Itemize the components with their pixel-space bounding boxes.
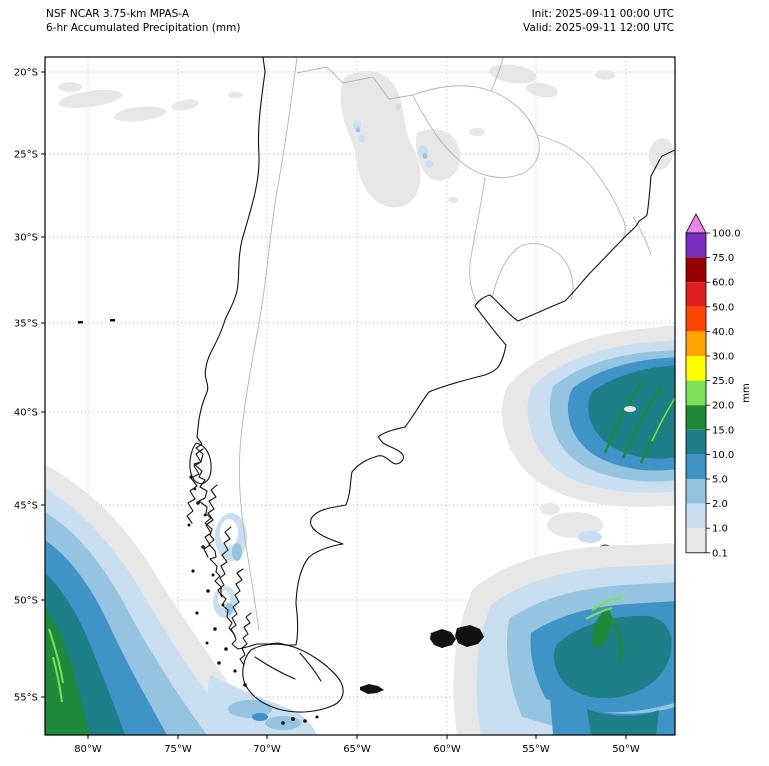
lat-tick-50s: 50°S (14, 596, 38, 607)
staten-island (360, 684, 384, 694)
coastline-main (193, 57, 675, 650)
country-borders (238, 57, 652, 632)
cb-label-2: 2.0 (712, 499, 728, 510)
product-title: 6-hr Accumulated Precipitation (mm) (46, 22, 240, 34)
precip-andes-patches (340, 70, 485, 208)
cb-label-20: 20.0 (712, 401, 734, 412)
falkland-east (455, 625, 484, 647)
small-islands (78, 319, 484, 725)
cb-label-10: 10.0 (712, 450, 734, 461)
lat-tick-25s: 25°S (14, 150, 38, 161)
coastline (78, 57, 675, 725)
chiloe-island (189, 442, 212, 485)
cb-label-15: 15.0 (712, 425, 734, 436)
cb-label-100: 100.0 (712, 229, 741, 240)
cb-label-40: 40.0 (712, 327, 734, 338)
lon-tick-75w: 75°W (164, 744, 192, 755)
cb-label-01: 0.1 (712, 548, 728, 559)
longitude-axis: 80°W 75°W 70°W 65°W 60°W 55°W 50°W (74, 735, 640, 755)
cb-label-1: 1.0 (712, 524, 728, 535)
lon-tick-50w: 50°W (612, 744, 640, 755)
latitude-axis: 20°S 25°S 30°S 35°S 40°S 45°S 50°S 55°S (14, 68, 45, 704)
lon-tick-70w: 70°W (253, 744, 281, 755)
precip-topright-patches (489, 64, 674, 170)
cb-label-60: 60.0 (712, 278, 734, 289)
lon-tick-60w: 60°W (433, 744, 461, 755)
valid-time-label: Valid: 2025-09-11 12:00 UTC (523, 22, 674, 34)
lat-tick-30s: 30°S (14, 233, 38, 244)
lat-tick-20s: 20°S (14, 68, 38, 79)
colorbar-ticks (706, 232, 710, 554)
precip-icefield-patches (213, 513, 247, 618)
init-time-label: Init: 2025-09-11 00:00 UTC (532, 8, 674, 20)
pacific-islet-2 (110, 319, 115, 322)
falkland-west (430, 629, 456, 648)
lat-tick-40s: 40°S (14, 408, 38, 419)
cb-label-25: 25.0 (712, 376, 734, 387)
lon-tick-55w: 55°W (522, 744, 550, 755)
map-frame (44, 56, 676, 736)
precip-south-atlantic-system (453, 543, 675, 735)
cb-label-30: 30.0 (712, 352, 734, 363)
colorbar: 100.0 75.0 60.0 50.0 40.0 30.0 25.0 20.0… (685, 213, 752, 559)
colorbar-unit-label: mm (741, 383, 752, 402)
precip-topleft-streaks (58, 82, 242, 122)
cb-label-75: 75.0 (712, 253, 734, 264)
model-title: NSF NCAR 3.75-km MPAS-A (46, 8, 190, 20)
lat-tick-35s: 35°S (14, 319, 38, 330)
precip-mid-atlantic-system (502, 325, 675, 507)
colorbar-outline (685, 232, 707, 554)
precip-field (45, 64, 675, 735)
lon-tick-80w: 80°W (74, 744, 102, 755)
precip-sw-pacific-system (45, 464, 317, 735)
figure-header: NSF NCAR 3.75-km MPAS-A 6-hr Accumulated… (46, 8, 674, 34)
colorbar-over-arrow (685, 213, 707, 234)
pacific-islet-1 (78, 321, 83, 324)
fjord-coast-texture (186, 448, 252, 666)
lat-tick-55s: 55°S (14, 693, 38, 704)
lon-tick-65w: 65°W (343, 744, 371, 755)
cb-label-5: 5.0 (712, 475, 728, 486)
lat-tick-45s: 45°S (14, 501, 38, 512)
cb-label-50: 50.0 (712, 302, 734, 313)
